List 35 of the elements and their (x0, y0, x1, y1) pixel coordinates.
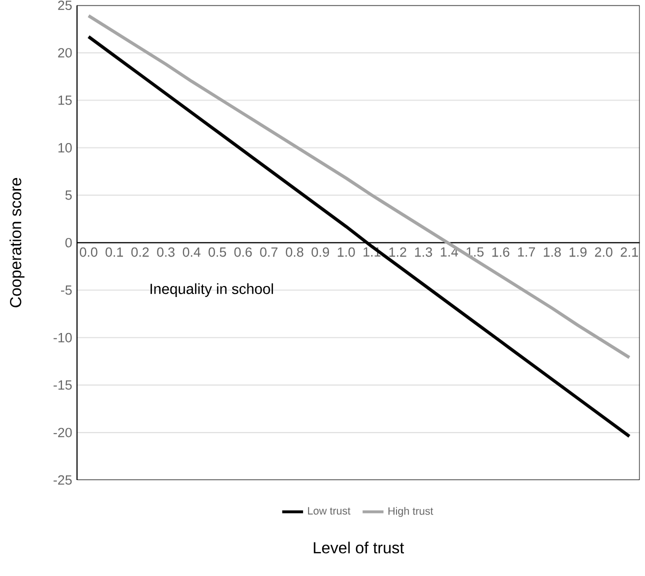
y-tick-label: -5 (61, 285, 72, 295)
y-tick-label: -20 (54, 428, 72, 438)
x-tick-label: 0.2 (131, 247, 149, 257)
y-tick-label: -15 (54, 380, 72, 390)
x-tick-label: 0.4 (182, 247, 200, 257)
x-tick-label: 1.6 (492, 247, 510, 257)
x-tick-label: 0.8 (286, 247, 304, 257)
x-tick-label: 0.7 (260, 247, 278, 257)
y-tick-label: 25 (58, 0, 72, 10)
x-tick-label: 0.0 (80, 247, 98, 257)
y-tick-label: -25 (54, 475, 72, 485)
y-axis-title: Cooperation score (10, 178, 24, 308)
x-tick-label: 0.5 (208, 247, 226, 257)
legend-label: High trust (388, 506, 434, 517)
y-tick-label: 10 (58, 143, 72, 152)
x-tick-label: 1.8 (544, 247, 561, 257)
x-tick-label: 0.1 (106, 247, 123, 257)
x-tick-label: 1.9 (570, 247, 587, 257)
y-tick-label: 5 (65, 190, 72, 200)
y-tick-label: 20 (58, 48, 72, 58)
x-tick-label: 1.3 (415, 247, 432, 257)
legend-label: Low trust (308, 507, 350, 515)
x-tick-label: 0.3 (157, 247, 175, 257)
x-tick-label: 1.7 (518, 247, 535, 257)
x-tick-label: 2.1 (620, 247, 638, 257)
annotation: Inequality in school (150, 283, 273, 297)
y-tick-label: 15 (58, 96, 72, 105)
x-axis-title: Level of trust (314, 542, 404, 554)
x-tick-label: 0.6 (234, 247, 252, 257)
y-tick-label: -10 (54, 332, 72, 342)
x-tick-label: 0.9 (312, 247, 330, 257)
x-tick-label: 2.0 (595, 247, 612, 257)
x-tick-label: 1.2 (389, 247, 406, 257)
y-tick-label: 0 (65, 238, 72, 248)
x-tick-label: 1.0 (338, 247, 355, 257)
